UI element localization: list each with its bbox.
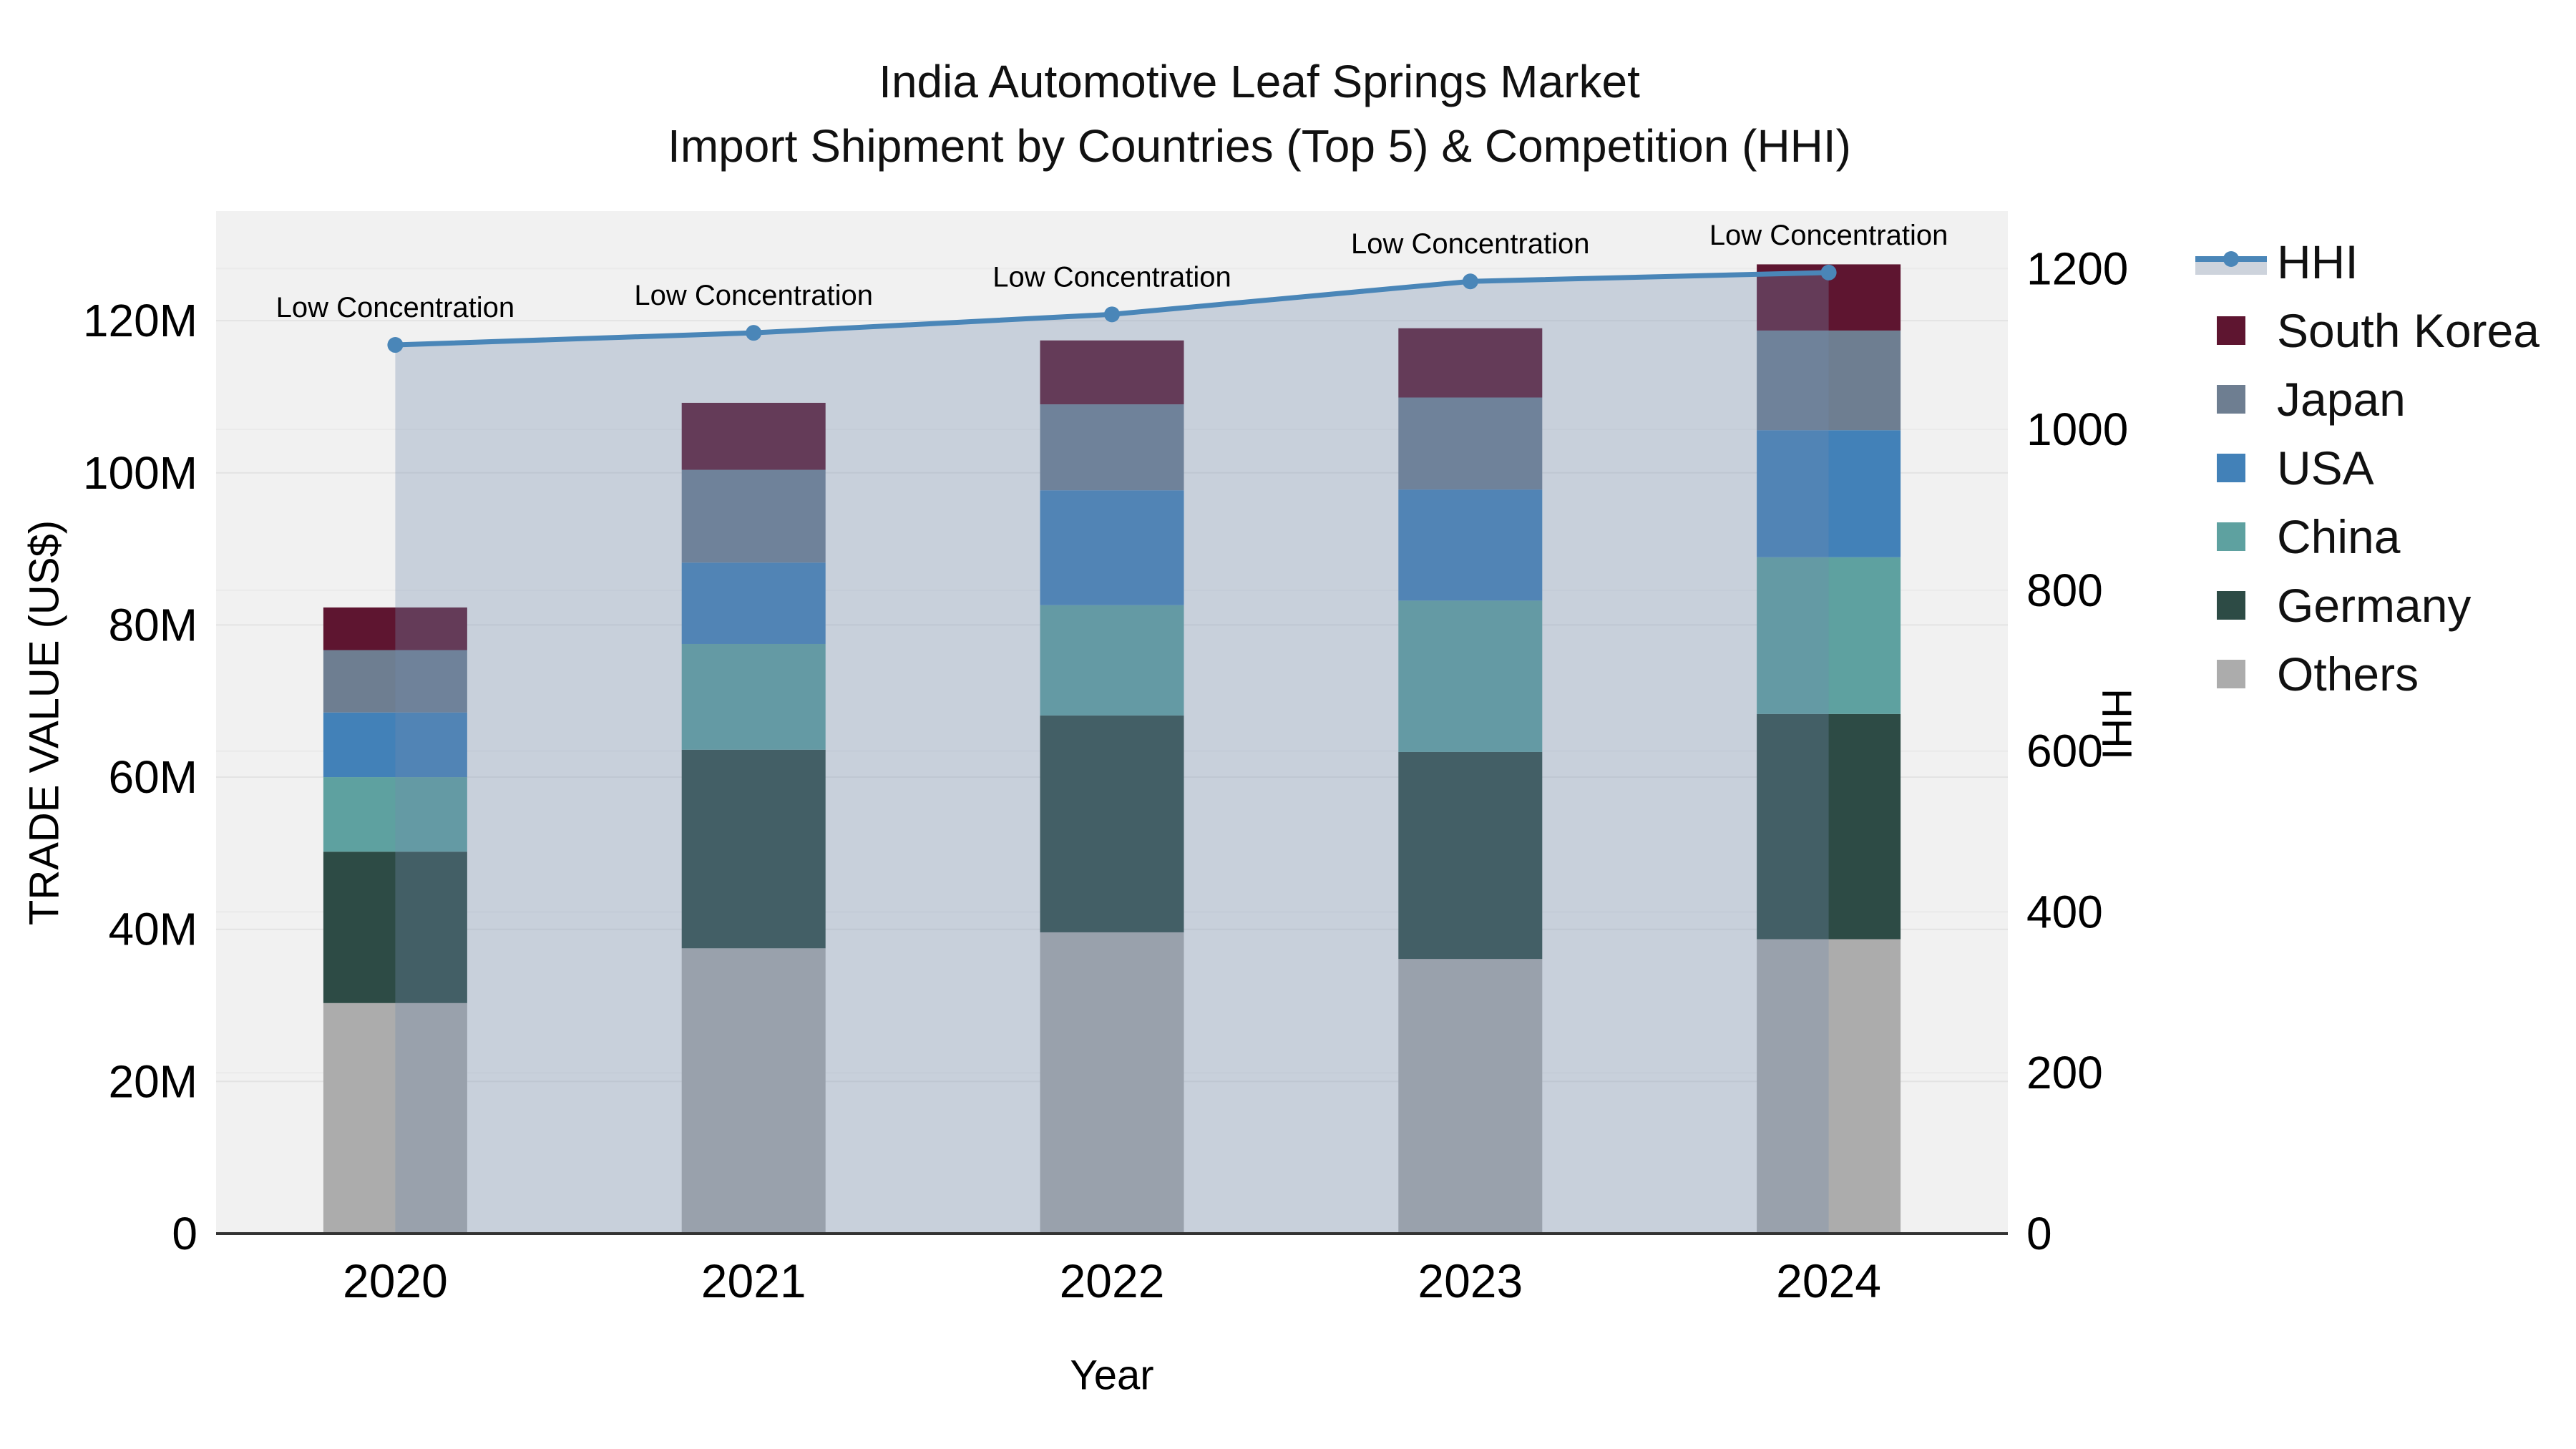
y-left-tick-20M: 20M <box>109 1055 198 1107</box>
annotation-2021: Low Concentration <box>634 280 873 311</box>
x-tick-2023: 2023 <box>1418 1254 1523 1307</box>
legend-label: HHI <box>2277 235 2358 288</box>
y-left-tick-0: 0 <box>172 1208 197 1259</box>
bar-segment-south-korea-2021 <box>681 402 826 470</box>
bar-segment-usa-2020 <box>323 712 467 778</box>
x-tick-2021: 2021 <box>701 1254 806 1307</box>
y-right-tick-200: 200 <box>2026 1047 2103 1098</box>
legend-label: Japan <box>2277 373 2406 426</box>
bar-segment-china-2020 <box>323 777 467 852</box>
bar-segment-usa-2022 <box>1040 490 1184 605</box>
legend-item-china[interactable]: China <box>2192 502 2572 571</box>
bar-segment-germany-2022 <box>1040 715 1184 932</box>
annotation-2023: Low Concentration <box>1351 228 1590 260</box>
legend-swatch-icon <box>2217 522 2245 551</box>
bar-segment-china-2021 <box>681 643 826 750</box>
chart-title-line2: Import Shipment by Countries (Top 5) & C… <box>668 119 1851 172</box>
chart-title: India Automotive Leaf Springs Market Imp… <box>0 50 2519 178</box>
annotation-2022: Low Concentration <box>992 261 1231 293</box>
y-right-tick-1200: 1200 <box>2026 243 2128 294</box>
annotation-2020: Low Concentration <box>276 292 515 323</box>
hhi-marker-2021 <box>746 325 762 341</box>
chart-title-line1: India Automotive Leaf Springs Market <box>879 56 1640 107</box>
x-tick-2020: 2020 <box>343 1254 448 1307</box>
bar-segment-japan-2022 <box>1040 404 1184 491</box>
hhi-marker-2020 <box>387 337 404 353</box>
y-right-tick-0: 0 <box>2026 1208 2052 1259</box>
legend-item-japan[interactable]: Japan <box>2192 365 2572 434</box>
bar-segment-germany-2023 <box>1398 751 1543 960</box>
bar-segment-others-2024 <box>1757 939 1901 1234</box>
legend-swatch-icon <box>2217 660 2245 688</box>
y-left-tick-60M: 60M <box>109 751 198 803</box>
bar-segment-china-2024 <box>1757 557 1901 714</box>
bar-segment-japan-2023 <box>1398 397 1543 490</box>
legend-label: Others <box>2277 648 2419 701</box>
bar-segment-others-2020 <box>323 1002 467 1234</box>
legend-swatch-icon <box>2217 454 2245 482</box>
bar-segment-south-korea-2020 <box>323 607 467 650</box>
legend-label: China <box>2277 510 2401 563</box>
legend-item-south-korea[interactable]: South Korea <box>2192 296 2572 365</box>
bar-segment-japan-2021 <box>681 469 826 563</box>
y-left-tick-40M: 40M <box>109 904 198 955</box>
bar-segment-usa-2023 <box>1398 489 1543 601</box>
legend-label: Germany <box>2277 579 2472 632</box>
y-right-axis-title: HHI <box>2094 688 2140 760</box>
y-left-axis-title: TRADE VALUE (US$) <box>21 520 68 925</box>
hhi-marker-2024 <box>1820 264 1837 280</box>
bar-segment-germany-2024 <box>1757 713 1901 940</box>
legend-item-hhi[interactable]: HHI <box>2192 228 2572 296</box>
hhi-marker-2022 <box>1104 306 1120 323</box>
legend-label: USA <box>2277 441 2374 494</box>
y-right-tick-400: 400 <box>2026 886 2103 937</box>
y-left-tick-100M: 100M <box>83 447 197 499</box>
bar-segment-usa-2024 <box>1757 430 1901 557</box>
legend-label: South Korea <box>2277 304 2540 357</box>
hhi-marker-2023 <box>1462 273 1478 290</box>
legend-swatch-icon <box>2217 316 2245 345</box>
y-right-tick-1000: 1000 <box>2026 404 2128 455</box>
hhi-area-fill <box>395 272 1829 1234</box>
legend-item-usa[interactable]: USA <box>2192 434 2572 502</box>
annotation-2024: Low Concentration <box>1709 220 1948 251</box>
legend-item-germany[interactable]: Germany <box>2192 571 2572 640</box>
x-tick-2022: 2022 <box>1060 1254 1165 1307</box>
bar-segment-others-2022 <box>1040 932 1184 1234</box>
bar-segment-japan-2020 <box>323 650 467 713</box>
x-tick-2024: 2024 <box>1776 1254 1881 1307</box>
bar-segment-china-2023 <box>1398 600 1543 752</box>
legend: HHI South Korea Japan USA China Germany Others <box>2192 228 2572 708</box>
y-right-tick-800: 800 <box>2026 565 2103 616</box>
legend-hhi-line-icon <box>2195 248 2267 276</box>
bar-segment-south-korea-2022 <box>1040 340 1184 405</box>
legend-swatch-icon <box>2217 385 2245 414</box>
bar-segment-others-2021 <box>681 948 826 1234</box>
bar-segment-japan-2024 <box>1757 330 1901 431</box>
bar-segment-germany-2020 <box>323 852 467 1003</box>
x-axis-title: Year <box>1070 1352 1153 1399</box>
bar-segment-south-korea-2023 <box>1398 328 1543 398</box>
bar-segment-china-2022 <box>1040 605 1184 716</box>
y-right-tick-600: 600 <box>2026 726 2103 777</box>
bar-segment-germany-2021 <box>681 749 826 949</box>
bar-segment-others-2023 <box>1398 959 1543 1234</box>
legend-item-others[interactable]: Others <box>2192 640 2572 708</box>
y-left-tick-120M: 120M <box>83 295 197 346</box>
y-left-tick-80M: 80M <box>109 599 198 650</box>
legend-swatch-icon <box>2217 591 2245 620</box>
bar-segment-usa-2021 <box>681 562 826 644</box>
